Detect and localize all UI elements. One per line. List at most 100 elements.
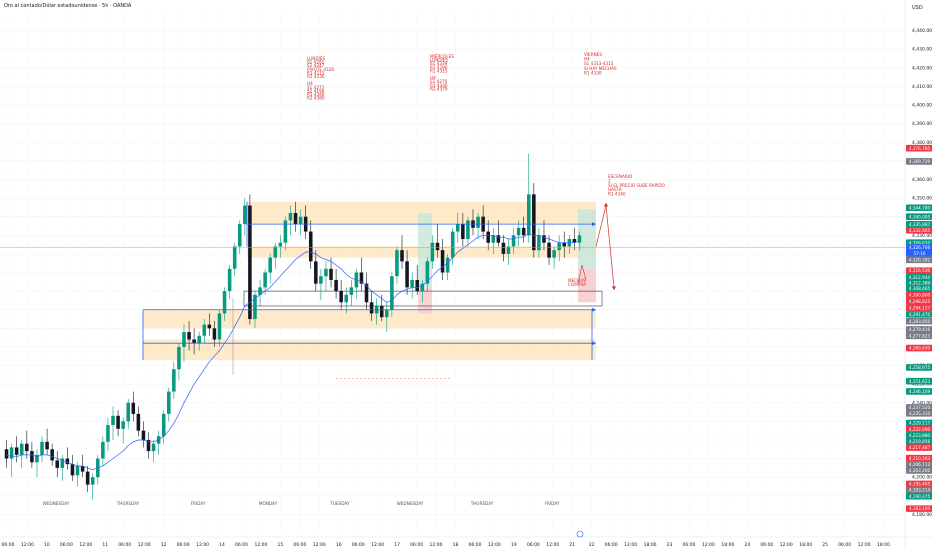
- candle-body: [55, 460, 60, 468]
- price-tag-label: 4,222,090: [909, 427, 931, 432]
- y-tick-label: 4,330.000: [912, 233, 932, 239]
- day-label: FRIDAY: [191, 501, 206, 506]
- candle-body: [131, 402, 136, 414]
- price-tag: [906, 250, 932, 257]
- x-tick-label: 06:00: [177, 542, 190, 548]
- resistance-arrow-head: [592, 222, 596, 227]
- x-tick-label: 06:00: [760, 542, 773, 548]
- price-tag: [906, 388, 932, 395]
- x-tick-label: 12:00: [858, 542, 871, 548]
- candle-body: [572, 239, 577, 243]
- x-tick-label: 06:00: [527, 542, 540, 548]
- candle-body: [263, 272, 267, 288]
- candle-body: [364, 283, 369, 303]
- candle-body: [187, 332, 191, 340]
- x-tick-label: 06:00: [605, 542, 618, 548]
- price-tag: [906, 444, 932, 451]
- candle-body: [486, 231, 490, 243]
- candle-body: [106, 425, 110, 442]
- price-tag: [906, 480, 932, 488]
- candle-body: [278, 242, 283, 247]
- price-tag-label: 4,195,405: [909, 481, 931, 486]
- candles: [4, 153, 582, 500]
- y-tick-label: 4,200.000: [912, 475, 932, 481]
- x-tick-label: 17: [394, 542, 400, 548]
- time-axis[interactable]: 06:00 12:00 10 06:00 12:00 11 06:00 12:00 12 06:0…: [0, 501, 932, 548]
- candle-body: [197, 335, 201, 344]
- price-tag: [906, 279, 932, 287]
- x-tick-label: 06:00: [410, 542, 423, 548]
- note-monday: S1 4273: [307, 85, 325, 90]
- y-tick-label: 4,380.000: [912, 140, 932, 146]
- price-tag-label: 4,203,200: [909, 468, 931, 473]
- x-tick-label: 06:00: [293, 542, 306, 548]
- x-tick-label: 06:00: [838, 542, 851, 548]
- scenario-arrow-down: [612, 286, 616, 291]
- note-wednesday: S1 4339: [430, 61, 448, 66]
- price-tag-label: 4,277,823: [909, 333, 931, 338]
- price-axis[interactable]: 4,180.0004,190.0004,200.0004,210.0004,22…: [904, 0, 932, 550]
- price-tag: [906, 404, 932, 411]
- price-tag: [906, 317, 932, 325]
- y-tick-label: 4,440.000: [912, 28, 932, 34]
- candle-body: [445, 257, 450, 273]
- price-tag: [906, 291, 932, 299]
- candle-body: [253, 294, 257, 320]
- candle-body: [552, 250, 556, 258]
- candle-body: [14, 447, 19, 455]
- note-monday: LUNDÍES: [307, 56, 325, 61]
- note-wicks: COMPRA: [568, 282, 586, 287]
- x-tick-label: 12:00: [546, 542, 559, 548]
- price-tag: [906, 344, 932, 352]
- price-tag: [906, 425, 932, 433]
- candle-body: [466, 220, 470, 240]
- note-monday: PIVOTE 4326: [307, 67, 334, 72]
- price-tag: [906, 438, 932, 445]
- price-tag-label: 4,190,375: [909, 494, 931, 499]
- price-tag: [906, 454, 932, 462]
- price-tag-label: 4,283,850: [909, 319, 931, 324]
- price-tag-label: 4,217,487: [909, 445, 931, 450]
- day-label: MONDAY: [259, 501, 278, 506]
- price-tag: [906, 244, 932, 251]
- x-tick-label: 24: [744, 542, 750, 548]
- x-tick-label: 16: [336, 542, 342, 548]
- candle-body: [141, 430, 146, 440]
- price-tag-label: 4,312,944: [909, 275, 931, 280]
- note-monday: H4: [307, 81, 313, 86]
- price-tag: [906, 486, 932, 494]
- candle-body: [121, 421, 125, 429]
- candle-body: [202, 324, 207, 336]
- candle-body: [258, 287, 262, 295]
- price-tag: [906, 273, 932, 281]
- candle-body: [136, 413, 141, 431]
- price-tag: [906, 256, 932, 264]
- price-tag: [906, 158, 932, 165]
- y-tick-label: 4,410.000: [912, 84, 932, 90]
- candle-body: [562, 242, 567, 247]
- candle-body: [511, 235, 516, 247]
- note-friday: VIERNES: [584, 52, 602, 57]
- x-tick-label: 23: [667, 542, 673, 548]
- candle-body: [288, 212, 293, 221]
- candle-body: [227, 268, 232, 292]
- note-monday: S2 4196: [307, 88, 325, 93]
- x-tick-label: 12:00: [780, 542, 793, 548]
- candle-body: [25, 443, 29, 452]
- x-tick-label: 06:00: [118, 542, 131, 548]
- candle-body: [192, 339, 196, 344]
- candle-body: [400, 250, 404, 262]
- note-scenario: R1 4340: [608, 192, 626, 197]
- x-tick-label: 18:00: [644, 542, 657, 548]
- x-tick-label: 12:00: [371, 542, 384, 548]
- x-tick-label: 18: [453, 542, 459, 548]
- candle-body: [577, 235, 582, 243]
- candle-body: [410, 279, 414, 288]
- candle-body: [60, 458, 65, 468]
- settings-icon[interactable]: [576, 530, 584, 538]
- y-tick-label: 4,250.000: [912, 382, 932, 388]
- price-tag-label: 4,210,203: [909, 456, 931, 461]
- y-tick-label: 4,180.000: [912, 512, 932, 518]
- x-tick-label: 25: [822, 542, 828, 548]
